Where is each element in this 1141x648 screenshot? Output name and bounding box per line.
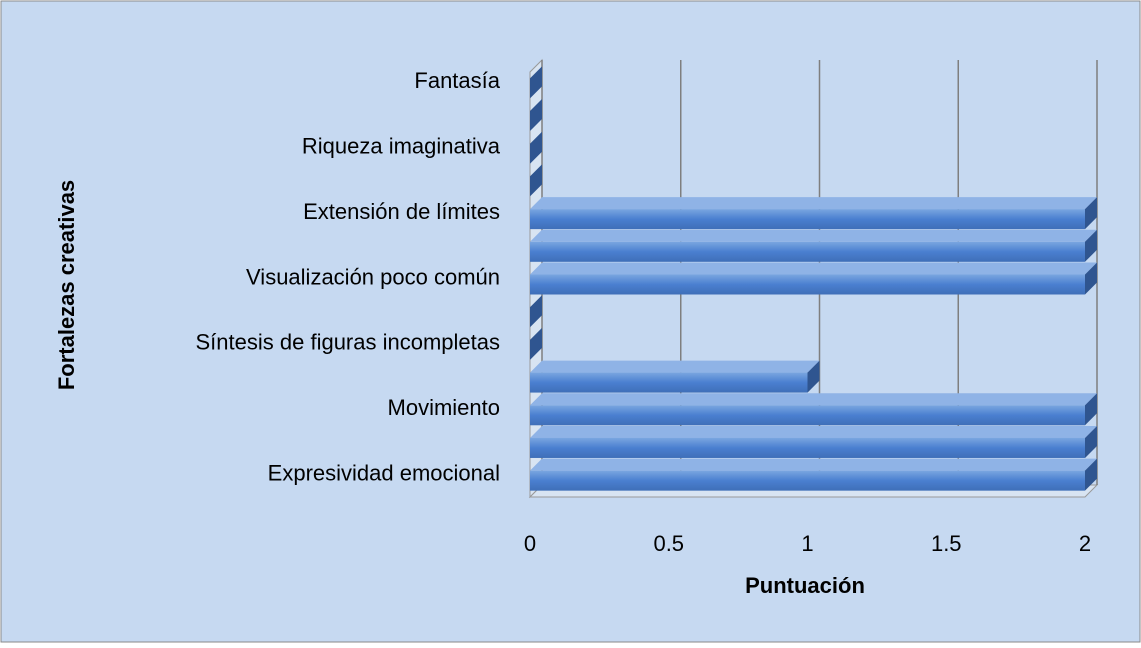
x-tick-label: 2 — [1079, 531, 1091, 556]
bar — [530, 164, 542, 197]
bar — [530, 393, 1097, 426]
bar — [530, 360, 820, 393]
x-tick-label: 1.5 — [931, 531, 962, 556]
bar — [530, 458, 1097, 491]
bar — [530, 425, 1097, 458]
bar — [530, 295, 542, 328]
bar — [530, 229, 1097, 262]
bar — [530, 131, 542, 164]
bar — [530, 99, 542, 132]
y-tick-label: Síntesis de figuras incompletas — [196, 330, 501, 355]
x-tick-label: 1 — [801, 531, 813, 556]
y-axis-title: Fortalezas creativas — [54, 180, 79, 390]
y-tick-label: Fantasía — [414, 68, 500, 93]
bar — [530, 197, 1097, 230]
bar — [530, 262, 1097, 295]
y-tick-label: Movimiento — [388, 395, 500, 420]
x-tick-label: 0 — [524, 531, 536, 556]
bar — [530, 327, 542, 360]
x-tick-label: 0.5 — [653, 531, 684, 556]
x-axis-title: Puntuación — [745, 573, 865, 598]
y-tick-label: Visualización poco común — [246, 264, 500, 289]
y-tick-label: Expresividad emocional — [268, 460, 500, 485]
y-tick-label: Riqueza imaginativa — [302, 134, 501, 159]
bar — [530, 66, 542, 99]
y-tick-label: Extensión de límites — [303, 199, 500, 224]
